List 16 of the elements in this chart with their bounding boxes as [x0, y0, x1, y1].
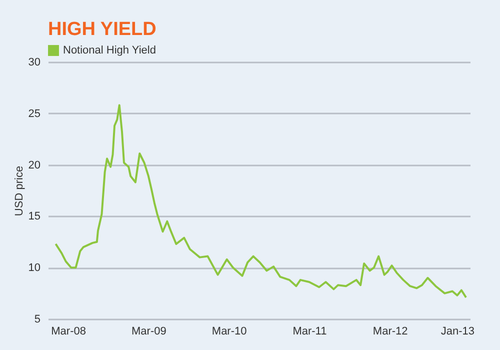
y-axis-title: USD price [13, 166, 26, 216]
y-tick-label: 25 [28, 108, 40, 120]
line-series [54, 104, 468, 298]
y-tick-label: 15 [28, 210, 40, 223]
chart-title: HIGH YIELD [48, 19, 156, 40]
x-tick-label: Jan-13 [440, 326, 475, 338]
legend-label: Notional High Yield [63, 44, 156, 56]
y-tick-label: 5 [34, 314, 40, 326]
y-tick-label: 20 [28, 159, 40, 172]
x-tick-label: Mar-09 [132, 326, 166, 338]
x-tick-label: Mar-11 [292, 326, 327, 338]
x-tick-label: Mar-12 [372, 326, 408, 338]
x-tick-label: Mar-08 [51, 326, 86, 338]
x-tick-label: Mar-10 [212, 326, 247, 338]
y-tick-label: 30 [28, 56, 40, 68]
y-tick-label: 10 [28, 262, 40, 274]
